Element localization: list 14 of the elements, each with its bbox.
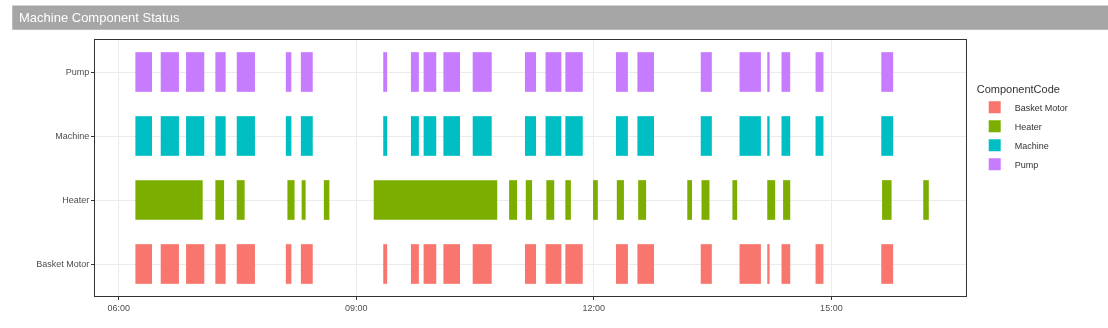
y-tick-label: Machine [55,131,90,142]
legend-label: Pump [1014,159,1039,170]
x-tick-label: 15:00 [820,302,843,313]
legend-title: ComponentCode [976,82,1060,95]
chart-title: Machine Component Status [19,10,180,25]
x-tick-label: 06:00 [107,302,131,313]
legend-label: Basket Motor [1014,102,1068,113]
y-tick-label: Pump [65,67,90,78]
x-tick-label: 09:00 [345,302,368,313]
y-tick-label: Basket Motor [36,259,90,270]
legend-label: Machine [1014,140,1049,151]
x-tick-label: 12:00 [582,302,606,313]
y-tick-label: Heater [62,195,90,206]
legend-label: Heater [1014,121,1042,132]
